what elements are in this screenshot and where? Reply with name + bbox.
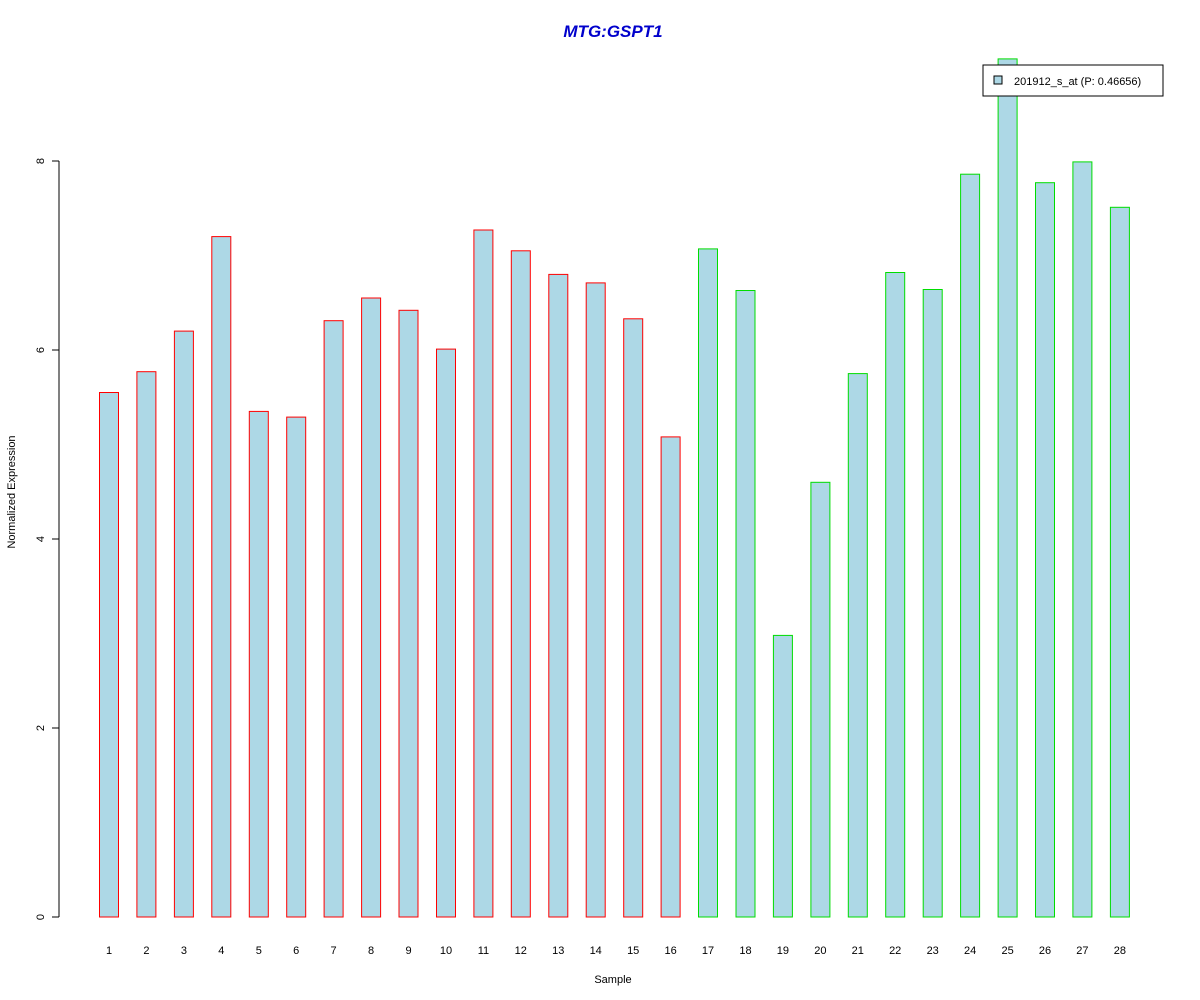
x-tick-label: 27 [1076, 945, 1088, 957]
x-tick-label: 4 [218, 945, 224, 957]
x-tick-label: 23 [927, 945, 939, 957]
x-tick-label: 19 [777, 945, 789, 957]
y-tick-label: 4 [35, 536, 47, 542]
y-tick-label: 6 [35, 347, 47, 353]
x-tick-label: 22 [889, 945, 901, 957]
x-tick-label: 13 [552, 945, 564, 957]
bar-sample-17 [698, 248, 718, 918]
bar-sample-4 [211, 236, 232, 918]
x-tick-label: 20 [814, 945, 826, 957]
x-tick-label: 14 [590, 945, 602, 957]
x-tick-label: 5 [256, 945, 262, 957]
x-tick-label: 9 [405, 945, 411, 957]
bar-sample-22 [885, 272, 906, 918]
bar-sample-11 [473, 229, 494, 918]
x-tick-label: 21 [852, 945, 864, 957]
bar-sample-5 [248, 410, 269, 918]
x-tick-label: 24 [964, 945, 976, 957]
x-tick-label: 16 [664, 945, 676, 957]
bar-sample-3 [173, 330, 194, 918]
bar-sample-23 [922, 289, 943, 918]
x-tick-label: 18 [739, 945, 751, 957]
x-tick-label: 8 [368, 945, 374, 957]
x-tick-label: 15 [627, 945, 639, 957]
x-tick-label: 25 [1001, 945, 1013, 957]
y-axis-label: Normalized Expression [6, 435, 18, 548]
chart-title: MTG:GSPT1 [563, 22, 662, 41]
legend: 201912_s_at (P: 0.46656) [982, 64, 1164, 97]
bar-sample-12 [510, 250, 531, 918]
bar-sample-13 [548, 273, 569, 918]
y-tick-label: 2 [35, 725, 47, 731]
bar-sample-8 [361, 297, 382, 918]
x-tick-label: 28 [1114, 945, 1126, 957]
bar-sample-21 [847, 373, 868, 918]
x-tick-label: 2 [143, 945, 149, 957]
bar-sample-18 [735, 290, 756, 918]
legend-box [982, 64, 1164, 97]
bar-sample-2 [136, 371, 157, 918]
bar-sample-24 [960, 173, 981, 918]
bar-sample-20 [810, 481, 831, 918]
x-tick-label: 17 [702, 945, 714, 957]
bar-sample-10 [436, 348, 456, 918]
x-tick-label: 26 [1039, 945, 1051, 957]
x-tick-labels: 1 2 3 4 5 6 7 8 9 10 11 12 13 14 15 16 17 18 19 20 21 22 23 24 2… [106, 945, 1126, 957]
bar-sample-6 [286, 416, 307, 918]
bar-sample-15 [623, 318, 644, 918]
bar-sample-19 [772, 634, 793, 918]
legend-swatch [993, 75, 1003, 85]
bars-group [99, 58, 1130, 918]
x-tick-label: 3 [181, 945, 187, 957]
bar-sample-1 [99, 392, 119, 918]
x-tick-label: 10 [440, 945, 452, 957]
y-tick-label: 8 [35, 158, 47, 164]
bar-sample-16 [660, 436, 681, 918]
x-tick-label: 7 [331, 945, 337, 957]
bar-sample-25 [997, 58, 1018, 918]
bar-sample-27 [1072, 161, 1093, 918]
y-axis: 0 2 4 6 8 [35, 158, 60, 920]
x-tick-label: 12 [515, 945, 527, 957]
bar-sample-9 [398, 309, 419, 918]
x-tick-label: 6 [293, 945, 299, 957]
y-tick-label: 0 [35, 914, 47, 920]
legend-label: 201912_s_at (P: 0.46656) [1014, 76, 1141, 88]
bar-sample-14 [585, 282, 606, 918]
x-axis-label: Sample [594, 974, 631, 986]
bar-sample-28 [1109, 206, 1130, 918]
x-tick-label: 11 [478, 945, 489, 957]
bar-sample-26 [1035, 182, 1055, 918]
bar-sample-7 [323, 320, 344, 918]
x-tick-label: 1 [106, 945, 112, 957]
